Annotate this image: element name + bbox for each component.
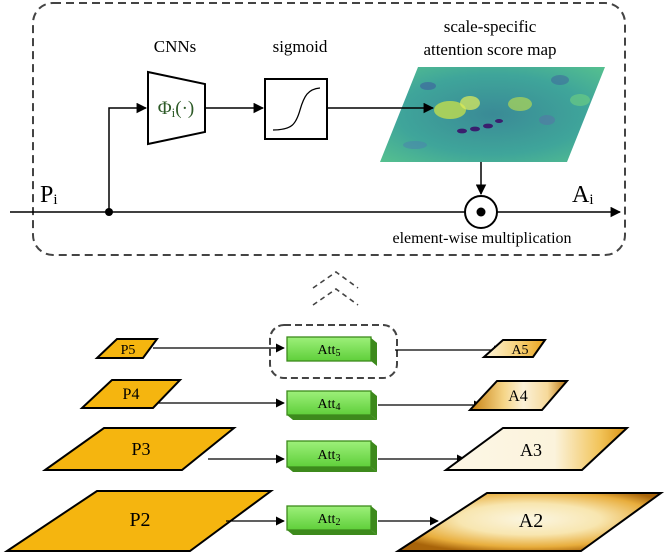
cnn-block xyxy=(147,70,206,146)
output-label: Ai xyxy=(572,182,594,208)
output-feature-A3 xyxy=(442,427,630,471)
sigmoid-caption: sigmoid xyxy=(273,37,328,56)
att-label-2: Att2 xyxy=(318,512,341,528)
attention-score-map xyxy=(380,67,605,162)
input-feature-P5 xyxy=(94,338,159,359)
att-label-4: Att4 xyxy=(318,397,341,413)
sigmoid-curve-icon xyxy=(272,87,321,131)
cnn-caption: CNNs xyxy=(154,37,197,56)
attention-module-frame xyxy=(32,2,626,256)
att-label-3: Att3 xyxy=(318,448,341,464)
input-feature-P2 xyxy=(3,490,275,552)
output-label-A2: A2 xyxy=(519,510,543,532)
attention-block-att5 xyxy=(286,336,377,366)
input-label-P4: P4 xyxy=(123,386,140,403)
operation-caption: element-wise multiplication xyxy=(392,230,571,247)
input-label-P2: P2 xyxy=(129,509,150,531)
input-label-P3: P3 xyxy=(131,439,150,459)
map-caption-line1: scale-specific xyxy=(444,17,537,36)
output-label-A4-visible: A4 xyxy=(508,388,528,405)
expand-chevron-icon xyxy=(312,271,359,306)
att-label-5: Att5 xyxy=(318,343,341,359)
output-label-A5: A5 xyxy=(511,343,528,358)
input-feature-P4 xyxy=(79,379,183,409)
input-feature-P3 xyxy=(41,427,237,471)
attention-block-att4 xyxy=(286,390,377,420)
output-feature-A2 xyxy=(394,492,665,552)
branch-to-cnn-arrow xyxy=(108,102,148,212)
input-label: Pi xyxy=(40,182,58,208)
attention-block-att2 xyxy=(286,505,377,535)
input-label-P5: P5 xyxy=(121,343,136,358)
att5-highlight-frame xyxy=(269,324,398,379)
output-feature-A4 xyxy=(467,380,570,411)
cnn-function-label: Φi(·) xyxy=(158,98,195,120)
multiply-dot-icon xyxy=(476,207,486,217)
map-caption-line2: attention score map xyxy=(423,40,556,59)
output-label-A3: A3 xyxy=(520,440,542,460)
output-feature-A5 xyxy=(481,339,547,358)
attention-block-att3 xyxy=(286,440,377,472)
